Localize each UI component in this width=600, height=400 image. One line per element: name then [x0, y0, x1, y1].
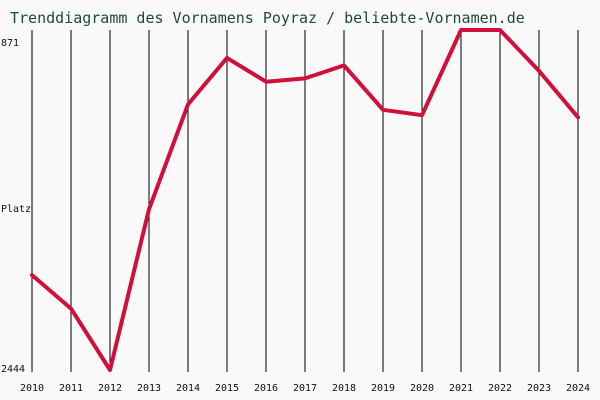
x-tick-2014: 2014 [176, 383, 200, 394]
series-group [30, 28, 580, 372]
x-tick-2013: 2013 [137, 383, 161, 394]
y-tick-top: 871 [1, 38, 19, 49]
series-line-0 [30, 28, 580, 372]
x-tick-2023: 2023 [527, 383, 551, 394]
x-tick-2012: 2012 [98, 383, 122, 394]
y-axis-label: Platz [1, 204, 31, 215]
x-tick-2019: 2019 [371, 383, 395, 394]
x-tick-2020: 2020 [410, 383, 434, 394]
x-tick-2011: 2011 [59, 383, 83, 394]
vertical-grid [31, 30, 579, 372]
x-tick-2018: 2018 [332, 383, 356, 394]
chart-title: Trenddiagramm des Vornamens Poyraz / bel… [10, 9, 525, 27]
x-tick-2022: 2022 [488, 383, 512, 394]
x-tick-2016: 2016 [254, 383, 278, 394]
x-tick-2015: 2015 [215, 383, 239, 394]
x-axis-ticks: 2010 2011 2012 2013 2014 2015 2016 2017 2018 2019… [20, 383, 590, 394]
x-tick-2021: 2021 [449, 383, 473, 394]
x-tick-2017: 2017 [293, 383, 317, 394]
x-tick-2024: 2024 [566, 383, 590, 394]
y-tick-bottom: 2444 [1, 364, 25, 375]
x-tick-2010: 2010 [20, 383, 44, 394]
